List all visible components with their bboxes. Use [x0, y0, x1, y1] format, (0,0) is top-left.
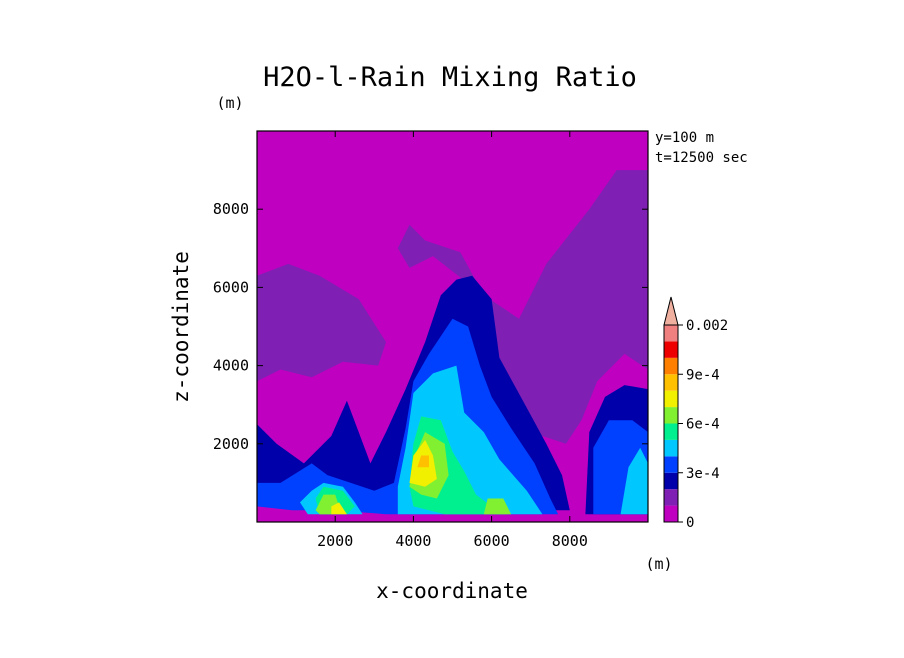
- colorbar-band-7: [664, 390, 678, 408]
- plot-frame: [256, 130, 649, 523]
- x-tick-label: 2000: [317, 532, 353, 550]
- x-unit-label: (m): [645, 555, 672, 573]
- contour-region-12: [483, 498, 512, 515]
- colorbar-label: 6e-4: [686, 417, 720, 433]
- colorbar: 0 3e-4 6e-4 9e-4 0.002: [663, 296, 728, 531]
- y-tick-label: 4000: [213, 357, 249, 375]
- x-tick-label: 4000: [395, 532, 431, 550]
- y-unit-label: (m): [216, 94, 243, 112]
- contour-region-1: [397, 170, 648, 444]
- x-tick-label: 8000: [552, 532, 588, 550]
- y-axis: 2000 4000 6000 8000: [213, 200, 648, 453]
- colorbar-label: 0.002: [686, 318, 728, 334]
- x-axis-label: x-coordinate: [376, 579, 528, 603]
- annotation-y: y=100 m: [655, 130, 714, 146]
- x-tick-label: 6000: [474, 532, 510, 550]
- contour-region-0: [257, 263, 386, 382]
- colorbar-band-2: [664, 472, 678, 490]
- contour-fills: [257, 131, 648, 522]
- contour-region-16: [417, 455, 429, 468]
- colorbar-label: 0: [686, 515, 694, 531]
- colorbar-label: 3e-4: [686, 466, 720, 482]
- colorbar-label: 9e-4: [686, 367, 720, 383]
- y-tick-label: 8000: [213, 200, 249, 218]
- colorbar-band-10: [664, 341, 678, 358]
- colorbar-band-5: [664, 423, 678, 440]
- colorbar-band-0: [664, 505, 678, 522]
- colorbar-band-6: [664, 407, 678, 424]
- y-axis-label: z-coordinate: [169, 251, 193, 403]
- y-tick-label: 2000: [213, 435, 249, 453]
- y-tick-label: 6000: [213, 278, 249, 296]
- colorbar-band-4: [664, 439, 678, 457]
- contour-region-15: [331, 502, 347, 515]
- colorbar-band-8: [664, 374, 678, 391]
- chart-title: H2O-l-Rain Mixing Ratio: [263, 62, 637, 93]
- colorbar-band-11: [664, 325, 678, 342]
- annotation-t: t=12500 sec: [655, 150, 748, 166]
- colorbar-band-1: [664, 489, 678, 506]
- plot-area: [256, 130, 649, 523]
- x-axis: 2000 4000 6000 8000: [317, 131, 588, 550]
- colorbar-band-3: [664, 456, 678, 473]
- colorbar-extend-arrow: [663, 296, 679, 326]
- contour-region-8: [620, 447, 648, 515]
- colorbar-band-9: [664, 357, 678, 375]
